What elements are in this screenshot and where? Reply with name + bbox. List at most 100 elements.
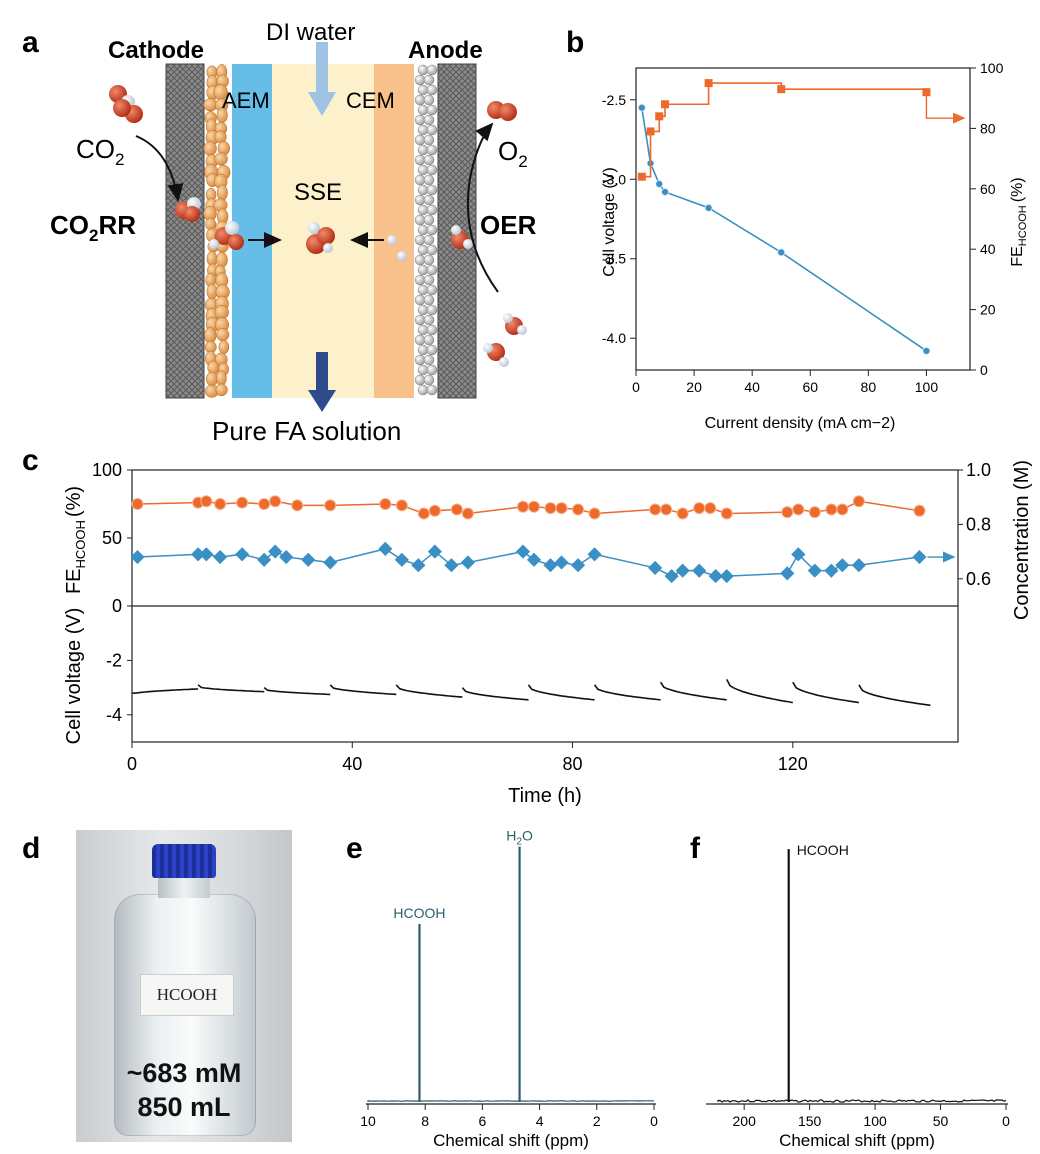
- anode-particle: [426, 244, 438, 256]
- anode-particle: [423, 294, 435, 306]
- fe-point-c: [588, 507, 601, 520]
- catalyst-particle: [215, 370, 227, 386]
- proton-icon: [387, 235, 407, 261]
- conc-point-c: [570, 558, 586, 573]
- anode-particle: [414, 354, 426, 366]
- voltage-point-b: [637, 103, 646, 112]
- panel-b-chart: b 0 20 40 60 80 100 -2.5 -3.0 -3.5 -4.0 0 20 40 60 8…: [566, 26, 1029, 432]
- peak-label: HCOOH: [393, 905, 445, 921]
- catalyst-particle: [214, 152, 228, 166]
- fe-point-c: [258, 498, 271, 510]
- fe-point-b: [661, 100, 670, 109]
- volume-text: 850 mL: [137, 1092, 231, 1122]
- fe-point-c: [676, 507, 689, 520]
- fe-point-c: [291, 499, 304, 512]
- cem-membrane: [374, 64, 414, 398]
- y-tick-label-c: 0: [112, 596, 122, 616]
- anode-particle: [414, 114, 426, 126]
- anode-particle: [423, 154, 435, 166]
- anode-particle: [426, 84, 438, 96]
- anode-particle: [414, 134, 426, 146]
- conc-point-c: [791, 547, 806, 562]
- anode-particle: [423, 214, 435, 226]
- fe-point-c: [428, 504, 441, 517]
- anode-particle: [417, 184, 429, 196]
- y-tick-label-c: -4: [106, 705, 122, 725]
- anode-particle: [426, 264, 438, 276]
- fe-point-c: [649, 503, 662, 516]
- conc-point-c: [394, 552, 409, 567]
- y-right-tick-label-b: 100: [980, 60, 1004, 76]
- anode-particle: [423, 374, 435, 386]
- conc-point-c: [268, 544, 283, 559]
- catalyst-particle: [216, 184, 228, 201]
- y-right-tick-label-c: 0.8: [966, 514, 991, 534]
- co2-arrow: [135, 135, 184, 202]
- anode-particle: [417, 384, 429, 396]
- anode-particle: [426, 104, 438, 116]
- voltage-point-b: [704, 203, 713, 212]
- x-axis-e: 10 8 6 4 2 0: [360, 1104, 658, 1129]
- oer-label: OER: [480, 210, 537, 240]
- conc-point-c: [780, 566, 795, 581]
- y-right-tick-label-b: 40: [980, 241, 996, 257]
- co2-molecule-icon: [109, 85, 143, 123]
- y-axis-left-b: -2.5 -3.0 -3.5 -4.0: [602, 92, 636, 346]
- x-tick-label-b: 0: [632, 379, 640, 395]
- panel-c-chart: c 0 40 80 120 100 50 0 -2 -4 1.0 0.8 0.6 Time (h)…: [22, 444, 1033, 807]
- fe-point-b: [637, 172, 646, 181]
- panel-letter-b: b: [566, 26, 584, 59]
- fe-point-c: [461, 507, 474, 520]
- di-water-label: DI water: [266, 19, 355, 46]
- spectrum-e: HCOOH H2O: [367, 828, 655, 1102]
- anode-particle: [423, 114, 435, 126]
- voltage-point-b: [777, 248, 786, 257]
- catalyst-particle: [218, 340, 230, 355]
- voltage-line-b: [641, 107, 927, 352]
- conc-point-c: [835, 558, 850, 573]
- anode-particle: [417, 364, 429, 376]
- fe-line-b: [641, 82, 928, 178]
- o2-molecule-icon: [487, 101, 517, 121]
- x-tick-label-b: 60: [802, 379, 818, 395]
- spectrum-f: HCOOH: [717, 842, 1007, 1103]
- y-right-tick-label-c: 1.0: [966, 460, 991, 480]
- fe-point-b: [646, 127, 655, 136]
- anode-particle: [414, 234, 426, 246]
- anode-particle: [423, 74, 435, 86]
- ylabel-right-b: FEHCOOH(%): [1009, 177, 1029, 266]
- x-axis-f: 200 150 100 50 0: [733, 1104, 1010, 1129]
- bottle-photo: HCOOH ~683 mM 850 mL: [76, 830, 292, 1142]
- aem-membrane: [232, 64, 272, 398]
- di-water-arrow: [308, 42, 336, 116]
- y-right-tick-label-b: 20: [980, 302, 996, 318]
- anode-particle: [414, 94, 426, 106]
- baseline: [717, 1099, 1007, 1103]
- fe-point-c: [131, 498, 144, 510]
- conc-point-c: [301, 552, 316, 567]
- x-tick-label-b: 100: [915, 379, 939, 395]
- voltage-series-c: [131, 679, 931, 707]
- fe-point-c: [544, 502, 557, 515]
- anode-particle: [417, 164, 429, 176]
- anode-particle: [414, 74, 426, 86]
- anode-particle: [414, 314, 426, 326]
- y-tick-label-c: -2: [106, 650, 122, 670]
- voltage-segment-c: [197, 684, 265, 693]
- x-tick-label: 10: [360, 1113, 376, 1129]
- catalyst-particle: [203, 141, 217, 157]
- anode-particle: [426, 344, 438, 356]
- conc-point-c: [235, 547, 250, 562]
- voltage-segment-c: [131, 688, 199, 695]
- aem-label: AEM: [222, 88, 270, 113]
- voltage-segment-c: [725, 679, 793, 704]
- fe-point-b: [655, 112, 664, 121]
- anode-particle: [414, 214, 426, 226]
- conc-point-c: [554, 555, 569, 570]
- anode-particle: [423, 314, 435, 326]
- x-tick-label: 4: [536, 1113, 544, 1129]
- y-axis-right-c: 1.0 0.8 0.6: [958, 460, 991, 589]
- anode-particle: [414, 154, 426, 166]
- panel-letter-c: c: [22, 444, 39, 477]
